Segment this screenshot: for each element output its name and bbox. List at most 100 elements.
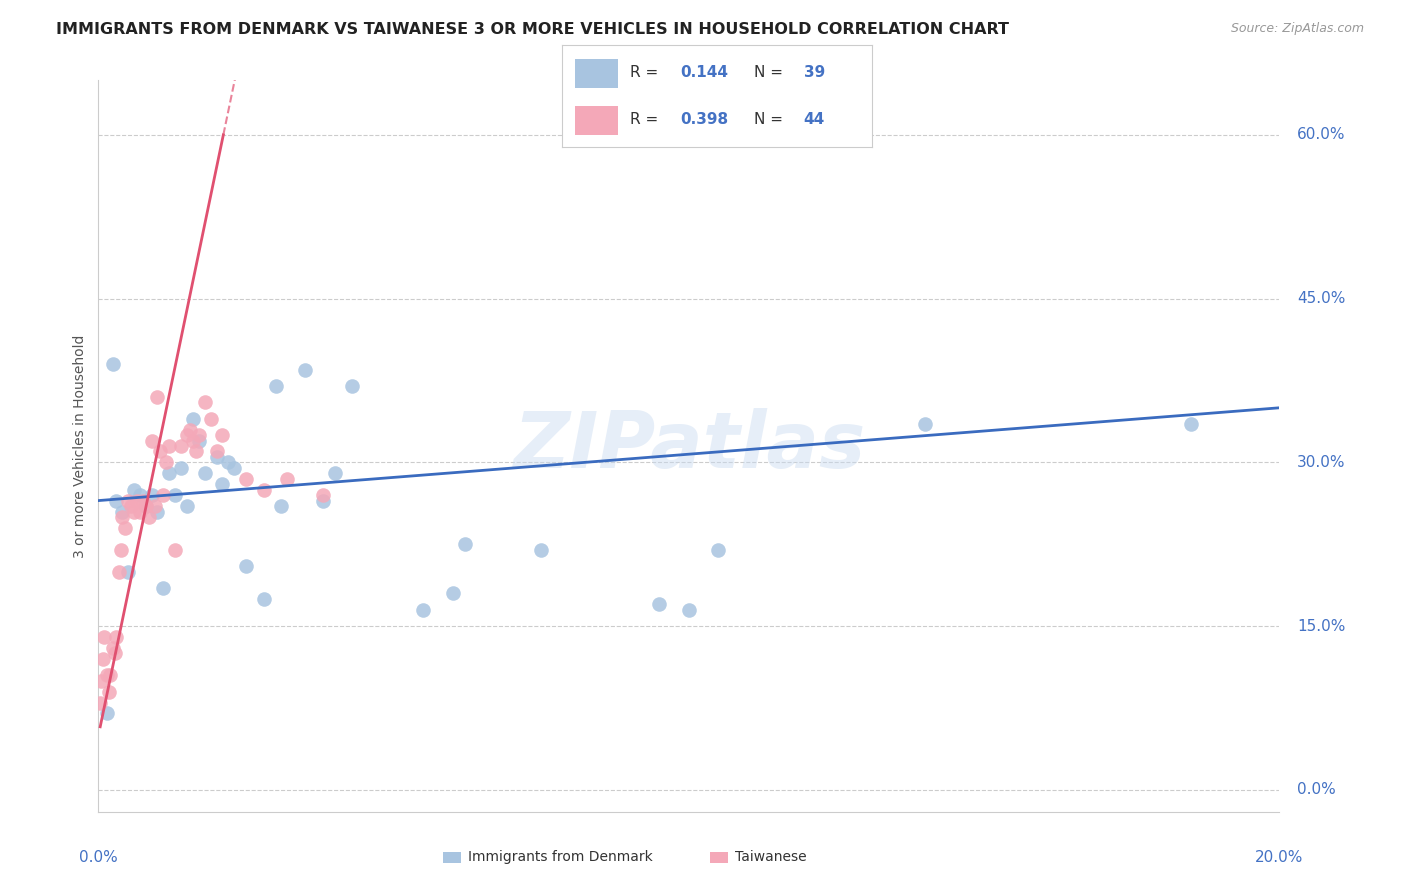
Point: [165, 488, 187, 502]
Text: 39: 39: [804, 65, 825, 79]
Text: 0.0%: 0.0%: [79, 850, 118, 865]
Text: R =: R =: [630, 112, 664, 127]
Point: [108, 565, 131, 579]
Point: [141, 488, 163, 502]
Point: [89, 696, 111, 710]
Point: [128, 504, 150, 518]
Point: [114, 521, 136, 535]
Point: [152, 581, 174, 595]
Text: Taiwanese: Taiwanese: [735, 850, 807, 864]
Text: IMMIGRANTS FROM DENMARK VS TAIWANESE 3 OR MORE VEHICLES IN HOUSEHOLD CORRELATION: IMMIGRANTS FROM DENMARK VS TAIWANESE 3 O…: [56, 22, 1010, 37]
Text: 0.0%: 0.0%: [1298, 782, 1336, 797]
Point: [211, 428, 233, 442]
Text: ZIPatlas: ZIPatlas: [513, 408, 865, 484]
Bar: [575, 59, 619, 87]
Text: Immigrants from Denmark: Immigrants from Denmark: [468, 850, 652, 864]
Point: [441, 586, 464, 600]
Text: 60.0%: 60.0%: [1298, 128, 1346, 143]
Point: [152, 488, 174, 502]
Point: [194, 467, 217, 481]
Point: [125, 493, 148, 508]
Text: N =: N =: [754, 112, 787, 127]
Point: [235, 472, 257, 486]
Point: [170, 460, 193, 475]
Point: [146, 504, 169, 518]
Point: [170, 439, 193, 453]
Point: [181, 411, 204, 425]
Point: [103, 357, 125, 371]
Point: [253, 483, 276, 497]
Point: [104, 647, 127, 661]
Point: [181, 434, 204, 448]
Point: [342, 379, 364, 393]
Point: [224, 460, 246, 475]
Point: [111, 510, 134, 524]
Point: [120, 499, 142, 513]
Point: [93, 630, 115, 644]
Point: [157, 439, 180, 453]
Point: [105, 493, 128, 508]
Point: [184, 444, 207, 458]
Point: [235, 559, 257, 574]
Point: [530, 542, 553, 557]
Point: [176, 428, 198, 442]
Point: [264, 379, 287, 393]
Point: [155, 455, 177, 469]
Point: [176, 499, 198, 513]
Point: [135, 499, 157, 513]
Point: [91, 652, 114, 666]
Point: [312, 488, 335, 502]
Point: [323, 467, 346, 481]
Point: [110, 542, 132, 557]
Point: [90, 673, 112, 688]
Point: [111, 504, 134, 518]
Point: [187, 434, 209, 448]
Text: R =: R =: [630, 65, 664, 79]
Point: [1180, 417, 1202, 432]
Point: [294, 362, 316, 376]
Text: Source: ZipAtlas.com: Source: ZipAtlas.com: [1230, 22, 1364, 36]
Point: [205, 444, 228, 458]
Point: [179, 423, 201, 437]
Point: [157, 467, 180, 481]
Point: [122, 504, 145, 518]
Text: 0.398: 0.398: [681, 112, 728, 127]
Point: [914, 417, 936, 432]
Point: [122, 483, 145, 497]
Text: 45.0%: 45.0%: [1298, 291, 1346, 306]
Point: [312, 493, 335, 508]
Text: 20.0%: 20.0%: [1256, 850, 1303, 865]
Point: [132, 493, 155, 508]
Point: [128, 488, 150, 502]
Point: [135, 499, 157, 513]
Point: [96, 668, 118, 682]
Point: [412, 603, 434, 617]
Point: [217, 455, 239, 469]
Point: [138, 510, 160, 524]
Point: [187, 428, 209, 442]
Text: 30.0%: 30.0%: [1298, 455, 1346, 470]
Point: [648, 597, 671, 611]
Text: 0.144: 0.144: [681, 65, 728, 79]
Point: [141, 434, 163, 448]
Point: [200, 411, 222, 425]
Point: [117, 565, 139, 579]
Point: [678, 603, 700, 617]
Point: [143, 499, 166, 513]
Point: [98, 684, 121, 698]
Text: 44: 44: [804, 112, 825, 127]
Point: [98, 668, 121, 682]
Point: [103, 640, 125, 655]
Point: [453, 537, 475, 551]
Text: N =: N =: [754, 65, 787, 79]
Point: [96, 706, 118, 721]
Point: [253, 591, 276, 606]
Point: [149, 444, 172, 458]
Point: [270, 499, 292, 513]
Y-axis label: 3 or more Vehicles in Household: 3 or more Vehicles in Household: [73, 334, 87, 558]
Text: 15.0%: 15.0%: [1298, 619, 1346, 633]
Point: [117, 493, 139, 508]
Point: [146, 390, 169, 404]
Point: [105, 630, 128, 644]
Point: [165, 542, 187, 557]
